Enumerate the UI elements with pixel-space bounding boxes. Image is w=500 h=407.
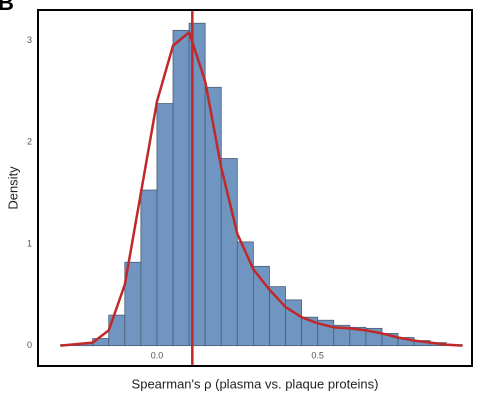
x-axis-title: Spearman's ρ (plasma vs. plaque proteins… (132, 376, 379, 391)
bar (285, 299, 303, 347)
y-tick-label: 3 (27, 35, 32, 45)
y-tick-label: 0 (27, 340, 32, 350)
bar (269, 286, 286, 347)
y-axis-title: Density (5, 166, 20, 210)
bar (236, 241, 254, 347)
y-tick-label: 1 (27, 238, 32, 248)
bar (140, 189, 158, 347)
x-tick-label: 0.5 (311, 350, 324, 360)
bar (220, 158, 238, 347)
bar (172, 29, 190, 347)
density-curve (60, 31, 463, 347)
y-tick-label: 2 (27, 137, 32, 147)
bar (108, 314, 126, 347)
plot-frame (37, 9, 473, 367)
panel-label: B (0, 0, 14, 15)
x-tick-label: 0.0 (151, 350, 164, 360)
bar (156, 103, 174, 347)
